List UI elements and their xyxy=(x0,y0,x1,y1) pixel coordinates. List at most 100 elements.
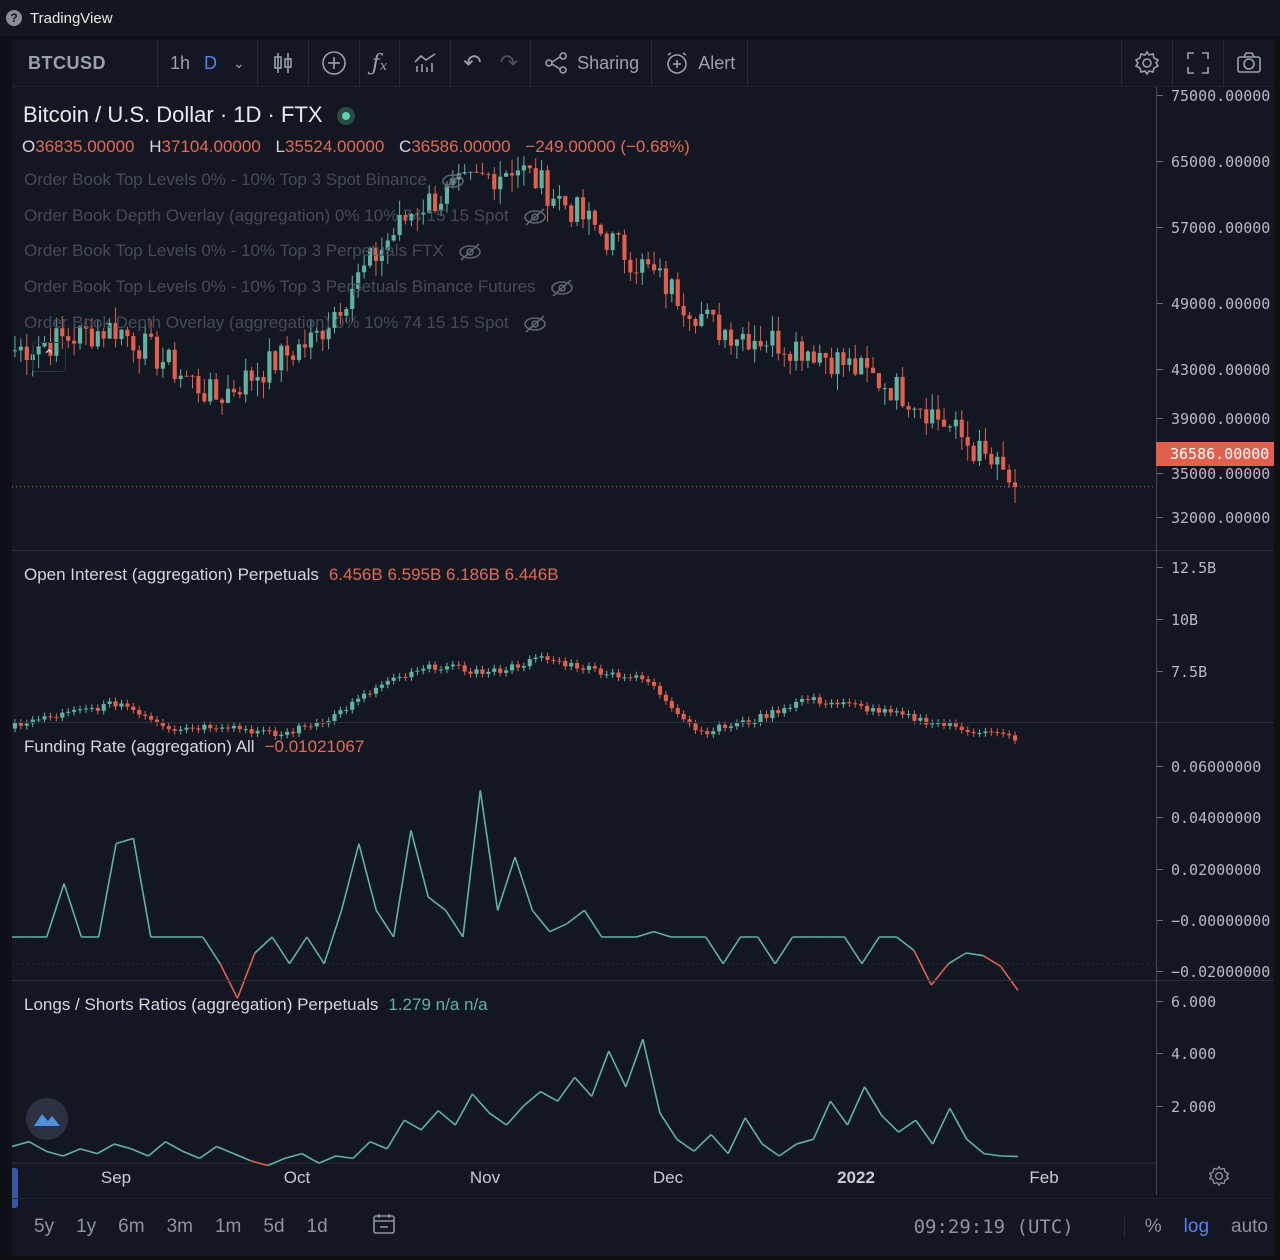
ls-line-segment xyxy=(114,1143,132,1150)
range-1y[interactable]: 1y xyxy=(76,1216,97,1237)
eye-off-icon[interactable] xyxy=(441,171,465,190)
log-toggle[interactable]: log xyxy=(1183,1216,1210,1237)
ls-line-segment xyxy=(352,1141,371,1159)
templates-button[interactable] xyxy=(400,40,452,86)
left-panel-handle[interactable] xyxy=(12,1168,18,1208)
oi-candle xyxy=(604,674,609,676)
clock-label[interactable]: 09:29:19 (UTC) xyxy=(913,1216,1074,1238)
funding-value: −0.01021067 xyxy=(264,737,365,756)
eye-off-icon[interactable] xyxy=(458,242,482,261)
price-candle xyxy=(148,333,154,337)
ls-line-segment xyxy=(778,1143,797,1157)
undo-icon[interactable]: ↶ xyxy=(463,50,482,75)
oi-candle xyxy=(527,659,532,667)
chevron-down-icon[interactable]: ⌄ xyxy=(233,54,245,71)
oi-candle xyxy=(699,730,704,732)
price-candle xyxy=(539,170,544,189)
ls-line-segment xyxy=(761,1143,780,1157)
oi-candle xyxy=(646,679,651,682)
funding-line-segment xyxy=(913,949,932,986)
oi-candle xyxy=(705,731,710,735)
oi-legend[interactable]: Open Interest (aggregation) Perpetuals 6.… xyxy=(24,565,559,585)
oi-candle xyxy=(782,708,787,714)
oi-candle xyxy=(610,672,615,675)
price-candle xyxy=(314,330,319,333)
range-6m[interactable]: 6m xyxy=(118,1216,145,1237)
hidden-indicator-3[interactable]: Order Book Top Levels 0% - 10% Top 3 Per… xyxy=(24,241,482,261)
price-candle xyxy=(527,165,532,169)
snapshot-button[interactable] xyxy=(1224,40,1274,86)
price-candle xyxy=(681,305,686,316)
settings-button[interactable] xyxy=(1121,40,1173,86)
sharing-button[interactable]: Sharing xyxy=(531,40,653,86)
time-axis[interactable]: Sep Oct Nov Dec 2022 Feb xyxy=(12,1158,1156,1194)
eye-off-icon[interactable] xyxy=(523,314,547,333)
range-5y[interactable]: 5y xyxy=(34,1216,55,1237)
hidden-indicator-5[interactable]: Order Book Depth Overlay (aggregation) 0… xyxy=(24,313,547,333)
oi-candle xyxy=(557,660,562,662)
funding-line-segment xyxy=(636,930,654,938)
price-candle xyxy=(865,357,870,368)
price-candle xyxy=(249,370,254,381)
price-candle xyxy=(225,388,231,403)
symbol-search-button[interactable]: BTCUSD xyxy=(12,40,158,86)
oi-candle xyxy=(119,703,124,707)
hidden-indicator-4[interactable]: Order Book Top Levels 0% - 10% Top 3 Per… xyxy=(24,277,574,297)
eye-off-icon[interactable] xyxy=(523,207,547,226)
interval-d[interactable]: D xyxy=(204,52,218,73)
oi-candle xyxy=(977,733,982,735)
oi-candle xyxy=(267,730,272,732)
oi-candle xyxy=(930,723,935,725)
price-candle xyxy=(965,437,970,446)
range-3m[interactable]: 3m xyxy=(166,1216,193,1237)
price-candle xyxy=(669,279,674,295)
collapse-legend-button[interactable]: ⌃ xyxy=(32,342,66,372)
price-candle xyxy=(273,351,278,371)
ls-line-segment xyxy=(403,1119,422,1131)
go-to-date-button[interactable] xyxy=(372,1213,396,1241)
axis-settings-icon[interactable] xyxy=(1208,1165,1230,1187)
price-candle xyxy=(634,272,639,274)
range-5d[interactable]: 5d xyxy=(263,1216,285,1237)
fullscreen-button[interactable] xyxy=(1173,40,1224,86)
camera-icon xyxy=(1237,52,1261,73)
hidden-indicator-2[interactable]: Order Book Depth Overlay (aggregation) 0… xyxy=(24,206,547,226)
ls-legend[interactable]: Longs / Shorts Ratios (aggregation) Perp… xyxy=(24,995,488,1015)
price-candle xyxy=(279,345,284,371)
chart-type-button[interactable] xyxy=(258,40,309,86)
price-candle xyxy=(60,328,65,337)
auto-toggle[interactable]: auto xyxy=(1231,1216,1268,1237)
funding-line-segment xyxy=(843,936,863,965)
oi-candle xyxy=(42,716,47,720)
range-1m[interactable]: 1m xyxy=(214,1216,242,1237)
indicators-button[interactable]: ƒx xyxy=(360,40,401,86)
interval-selector[interactable]: 1h D ⌄ xyxy=(158,40,258,86)
oi-candle xyxy=(285,731,290,735)
pane-separator[interactable] xyxy=(12,980,1274,981)
candles-icon xyxy=(273,53,292,73)
alert-button[interactable]: Alert xyxy=(652,40,749,86)
price-candle xyxy=(598,224,603,234)
funding-legend[interactable]: Funding Rate (aggregation) All −0.0102106… xyxy=(24,737,364,757)
interval-1h[interactable]: 1h xyxy=(170,52,191,73)
main-series-title[interactable]: Bitcoin / U.S. Dollar · 1D · FTX xyxy=(23,102,355,128)
price-tick: 65000.00000 xyxy=(1156,153,1271,171)
percent-toggle[interactable]: % xyxy=(1123,1216,1162,1238)
price-candle xyxy=(829,357,834,375)
chart-canvas[interactable] xyxy=(12,87,1156,1195)
redo-icon[interactable]: ↷ xyxy=(499,50,519,75)
range-1d[interactable]: 1d xyxy=(306,1216,328,1237)
eye-off-icon[interactable] xyxy=(550,278,574,297)
price-axis[interactable]: 75000.00000 65000.00000 57000.00000 4900… xyxy=(1156,87,1275,1195)
oi-candle xyxy=(936,722,941,724)
avatar[interactable] xyxy=(26,1098,68,1140)
pane-separator[interactable] xyxy=(12,550,1274,551)
hidden-indicator-1[interactable]: Order Book Top Levels 0% - 10% Top 3 Spo… xyxy=(24,170,465,190)
price-candle xyxy=(983,440,988,454)
price-candle xyxy=(545,170,550,206)
pane-separator[interactable] xyxy=(12,722,1274,723)
oi-candle xyxy=(894,711,899,713)
oi-candle xyxy=(533,657,538,660)
funding-line-segment xyxy=(375,909,395,938)
compare-button[interactable] xyxy=(309,40,360,86)
